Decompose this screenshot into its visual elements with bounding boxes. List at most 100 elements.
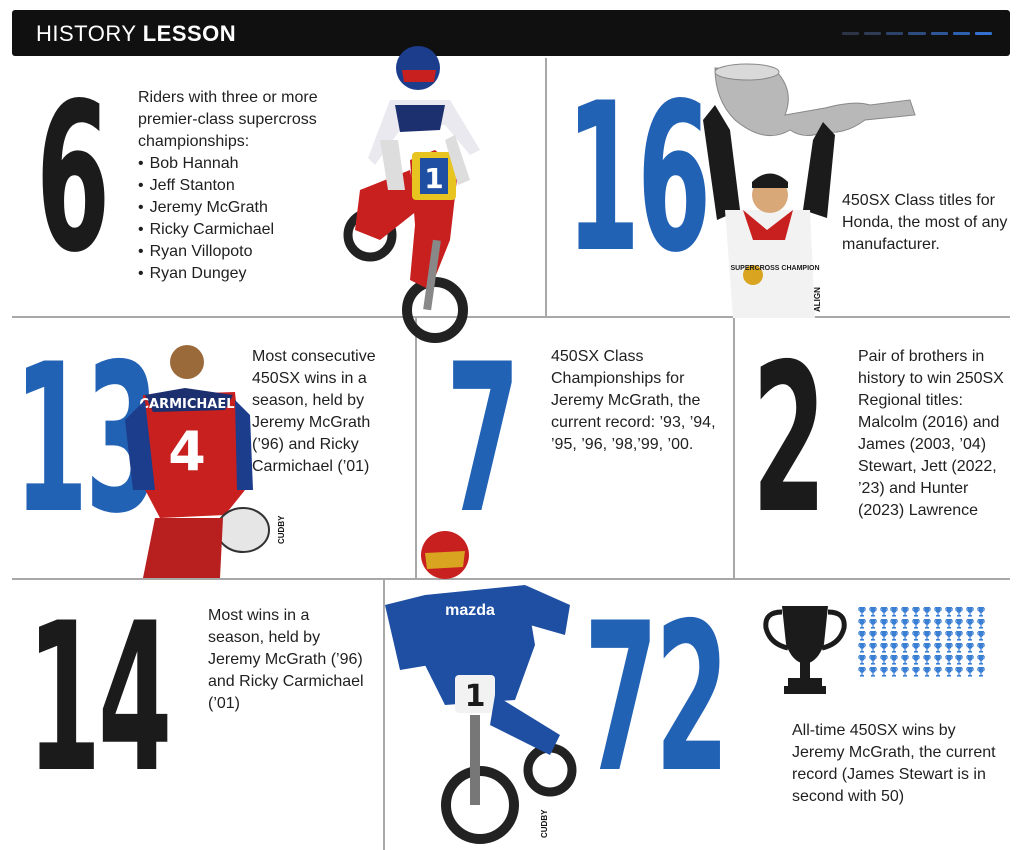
divider xyxy=(383,580,385,850)
fact-6-description: Riders with three or more premier-class … xyxy=(138,89,318,150)
mini-trophy-icon xyxy=(933,652,942,665)
divider xyxy=(733,318,735,578)
mini-trophy-icon xyxy=(857,604,867,617)
mini-trophy-icon xyxy=(922,604,932,617)
rider-list-item: Ryan Dungey xyxy=(138,263,348,285)
mini-trophy-icon xyxy=(901,652,910,665)
mini-trophy-icon xyxy=(933,616,942,629)
mini-trophy-icon xyxy=(901,640,910,653)
mini-trophy-icon xyxy=(955,604,964,617)
dash-segment xyxy=(952,32,970,35)
rider-list-item: Ricky Carmichael xyxy=(138,219,348,241)
mini-trophy-icon xyxy=(944,628,953,641)
mini-trophy-icon xyxy=(977,664,986,677)
rider-list-item: Jeff Stanton xyxy=(138,175,348,197)
mini-trophy-icon xyxy=(868,628,877,641)
title-bold: LESSON xyxy=(142,21,237,46)
dash-segment xyxy=(974,32,992,35)
divider xyxy=(12,316,1010,318)
mini-trophy-icon xyxy=(901,664,910,677)
fact-13-text: Most consecutive 450SX wins in a season,… xyxy=(252,348,376,475)
mini-trophy-icon xyxy=(966,628,975,641)
mini-trophy-icon xyxy=(944,652,953,665)
jersey-name: CARMICHAEL xyxy=(139,397,234,412)
mini-trophy-icon xyxy=(912,652,921,665)
mini-trophy-icon xyxy=(933,628,942,641)
title-light: HISTORY xyxy=(36,21,143,46)
mini-trophy-icon xyxy=(890,616,899,629)
mini-trophy-icon xyxy=(868,640,877,653)
mini-trophy-icon xyxy=(944,604,953,617)
fact-14-number: 14 xyxy=(27,580,172,818)
mini-trophy-icon xyxy=(879,604,888,617)
mcgrath-yamaha-photo: mazda 1 xyxy=(385,531,577,844)
header-bar: HISTORY LESSON xyxy=(12,10,1010,56)
mini-trophy-icon xyxy=(944,640,953,653)
fact-16-number: 16 xyxy=(566,60,711,298)
mini-trophy-icon xyxy=(955,616,964,629)
divider xyxy=(12,578,1010,580)
mini-trophy-icon xyxy=(890,628,899,641)
mini-trophy-icon xyxy=(912,616,921,629)
mini-trophy-icon xyxy=(955,628,964,641)
divider xyxy=(545,58,547,316)
mini-trophy-icon xyxy=(857,664,867,677)
mini-trophy-icon xyxy=(879,640,888,653)
dash-segment xyxy=(864,32,882,35)
dash-segment xyxy=(930,32,948,35)
mini-trophy-icon xyxy=(901,616,910,629)
mini-trophy-icon xyxy=(879,616,888,629)
fact-6-number: 6 xyxy=(36,60,110,298)
fact-7-number: 7 xyxy=(446,321,520,559)
mini-trophy-icon xyxy=(890,640,899,653)
mini-trophy-icon xyxy=(933,604,942,617)
mini-trophy-icon xyxy=(977,652,986,665)
mini-trophy-icon xyxy=(944,664,953,677)
mini-trophy-icon xyxy=(890,664,899,677)
mini-trophy-icon xyxy=(890,604,899,617)
mini-trophy-icon xyxy=(922,616,932,629)
rider-list-item: Bob Hannah xyxy=(138,153,348,175)
dash-segment xyxy=(886,32,904,35)
mini-trophy-icon xyxy=(868,604,877,617)
fact-6-text: Riders with three or more premier-class … xyxy=(138,87,348,285)
champion-shirt-text: SUPERCROSS CHAMPION xyxy=(730,265,819,272)
mini-trophy-icon xyxy=(879,628,888,641)
honda-trophy-photo: SUPERCROSS CHAMPION xyxy=(703,63,916,318)
mini-trophy-icon xyxy=(966,604,975,617)
mini-trophy-icon xyxy=(879,664,888,677)
header-dash-decoration xyxy=(842,32,992,35)
fact-2-number: 2 xyxy=(752,321,826,559)
mini-trophy-icon xyxy=(868,664,877,677)
mini-trophy-icon xyxy=(912,628,921,641)
fact-72-number: 72 xyxy=(584,580,729,818)
mini-trophy-icon xyxy=(955,652,964,665)
mini-trophy-icon xyxy=(944,616,953,629)
fact-7-text: 450SX Class Championships for Jeremy McG… xyxy=(551,348,716,453)
dash-segment xyxy=(842,32,860,35)
mini-trophy-icon xyxy=(912,604,921,617)
divider xyxy=(415,318,417,578)
fact-14-text: Most wins in a season, held by Jeremy Mc… xyxy=(208,607,364,712)
mini-trophy-icon xyxy=(933,640,942,653)
rider-list-item: Ryan Villopoto xyxy=(138,241,348,263)
mini-trophy-icon xyxy=(912,640,921,653)
jersey-number: 4 xyxy=(168,420,206,483)
mini-trophy-icon xyxy=(857,616,867,629)
mini-trophy-icon xyxy=(912,664,921,677)
mini-trophy-icon xyxy=(868,652,877,665)
mini-trophy-icon xyxy=(901,628,910,641)
trophy-icon xyxy=(763,606,847,694)
mini-trophy-icon xyxy=(857,628,867,641)
photo-credit: ALIGN xyxy=(813,287,822,312)
mini-trophy-icon xyxy=(955,664,964,677)
dash-segment xyxy=(908,32,926,35)
mini-trophy-icon xyxy=(977,604,986,617)
mcgrath-honda-photo: 1 xyxy=(343,46,480,343)
mini-trophy-icon xyxy=(922,628,932,641)
mini-trophy-icon xyxy=(933,664,942,677)
mini-trophy-icon xyxy=(890,652,899,665)
mini-trophy-icon xyxy=(922,640,932,653)
carmichael-photo: CARMICHAEL 4 xyxy=(125,345,270,578)
mini-trophy-icon xyxy=(966,664,975,677)
